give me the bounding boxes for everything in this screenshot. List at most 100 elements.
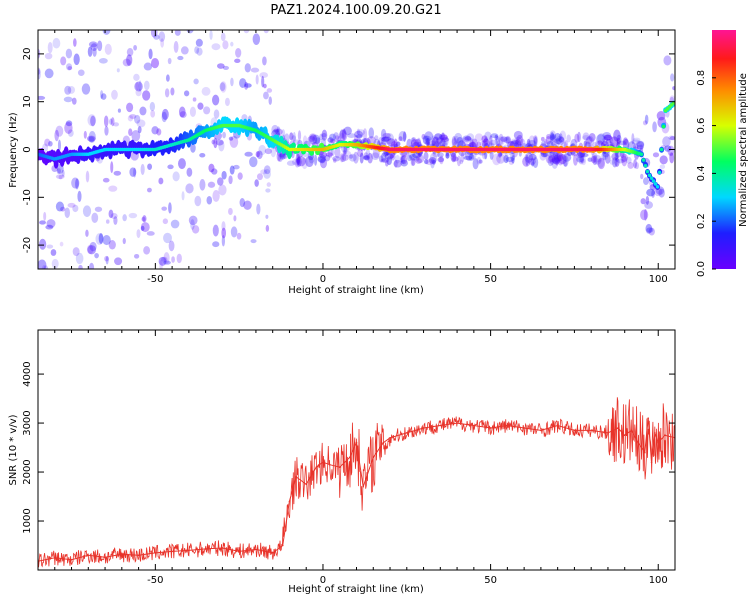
spectrogram-noise-cell [508,159,514,165]
spectrogram-noise-cell [211,43,221,51]
snr-data-point [221,547,224,549]
spectrogram-panel: -50 0 50 100 -20 -10 0 10 20 Height of straight … [8,16,676,296]
snr-data-point [657,441,660,444]
colorbar-tick-label: 0.0 [696,261,707,277]
spectrogram-noise-cell [528,153,537,161]
spectrogram-noise-cell [456,136,464,149]
spectrogram-ridge-cell [649,176,654,180]
spectrogram-noise-cell [196,47,203,56]
spectrogram-noise-cell [221,235,226,247]
spectrogram-noise-cell [250,239,257,244]
spectrogram-noise-cell [147,163,153,171]
chart-title: PAZ1.2024.100.09.20.G21 [270,3,441,18]
spectrogram-noise-cell [212,94,220,106]
spectrogram-noise-cell [615,151,619,163]
spectrogram-noise-cell [113,216,118,225]
spectrogram-noise-cell [357,149,364,157]
spectrogram-noise-cell [510,153,516,161]
spectrogram-noise-cell [308,155,315,164]
spectrogram-noise-cell [659,155,668,165]
spectrogram-noise-cell [530,157,534,167]
spectrogram-noise-cell [466,133,475,142]
spectrogram-noise-cell [135,82,139,90]
spectrogram-noise-cell [38,67,41,75]
spectrogram-noise-cell [399,155,404,163]
spectrogram-noise-cell [636,141,645,150]
spectrogram-noise-cell [668,135,675,141]
spectrogram-noise-cell [632,137,641,142]
spectrogram-noise-cell [54,129,59,142]
spectrogram-noise-cell [260,169,268,175]
spectrogram-noise-cell [398,136,403,142]
spectrogram-noise-cell [402,131,407,142]
spectrogram-noise-cell [541,140,547,147]
spectrogram-noise-cell [635,140,645,148]
spectrogram-noise-cell [324,154,331,162]
spectrogram-x-tick-label: 50 [484,274,497,285]
spectrogram-ridge-cell [645,169,650,174]
snr-y-tick-label: 3000 [22,410,33,435]
spectrogram-noise-cell [117,108,121,113]
spectrogram-noise-cell [614,157,620,167]
spectrogram-noise-cell [271,124,279,135]
spectrogram-noise-cell [263,83,267,89]
spectrogram-noise-cell [270,145,277,158]
spectrogram-noise-cell [556,152,564,162]
spectrogram-noise-cell [158,31,166,42]
spectrogram-noise-cell [509,140,518,147]
spectrogram-noise-cell [87,114,97,127]
spectrogram-noise-cell [550,132,555,141]
spectrogram-noise-cell [195,16,199,25]
spectrogram-noise-cell [663,55,672,66]
spectrogram-noise-cell [239,78,247,89]
spectrogram-noise-cell [509,140,516,147]
snr-data-point [506,424,509,427]
spectrogram-noise-cell [578,152,585,165]
spectrogram-noise-cell [386,156,392,166]
spectrogram-noise-cell [567,151,573,156]
spectrogram-noise-cell [151,57,160,69]
spectrogram-noise-cell [548,155,556,163]
spectrogram-noise-cell [109,118,113,125]
spectrogram-noise-cell [71,97,77,105]
spectrogram-noise-cell [192,97,197,102]
spectrogram-noise-cell [602,132,612,139]
spectrogram-y-label: Frequency (Hz) [8,112,19,188]
spectrogram-noise-cell [51,258,59,269]
spectrogram-noise-cell [92,47,97,57]
spectrogram-noise-cell [620,152,627,164]
spectrogram-noise-cell [348,153,357,162]
spectrogram-noise-cell [398,131,407,142]
spectrogram-noise-cell [67,129,74,137]
spectrogram-noise-cell [48,141,53,147]
spectrogram-noise-cell [437,157,445,163]
snr-data-point [573,429,576,432]
spectrogram-noise-cell [230,226,238,238]
spectrogram-noise-cell [208,163,215,173]
spectrogram-noise-cell [483,137,489,147]
spectrogram-noise-cell [576,156,584,163]
snr-data-point [121,553,123,556]
spectrogram-noise-cell [590,155,597,164]
spectrogram-heatmap [38,16,675,269]
spectrogram-noise-cell [129,167,137,177]
spectrogram-noise-cell [309,134,318,145]
spectrogram-noise-cell [158,256,167,266]
spectrogram-noise-cell [88,136,95,143]
spectrogram-noise-cell [332,158,337,163]
spectrogram-noise-cell [341,128,347,141]
spectrogram-noise-cell [338,129,348,142]
spectrogram-noise-cell [451,156,459,162]
snr-data-point [607,432,609,434]
spectrogram-noise-cell [50,249,57,256]
spectrogram-noise-cell [191,225,200,234]
spectrogram-noise-cell [146,231,155,236]
spectrogram-noise-cell [279,153,286,160]
spectrogram-noise-cell [77,69,85,76]
spectrogram-noise-cell [113,122,120,127]
snr-data-point [362,485,365,488]
spectrogram-noise-cell [178,158,186,170]
spectrogram-y-tick-label: -20 [22,237,33,253]
spectrogram-noise-cell [411,137,417,147]
spectrogram-noise-cell [234,58,241,63]
